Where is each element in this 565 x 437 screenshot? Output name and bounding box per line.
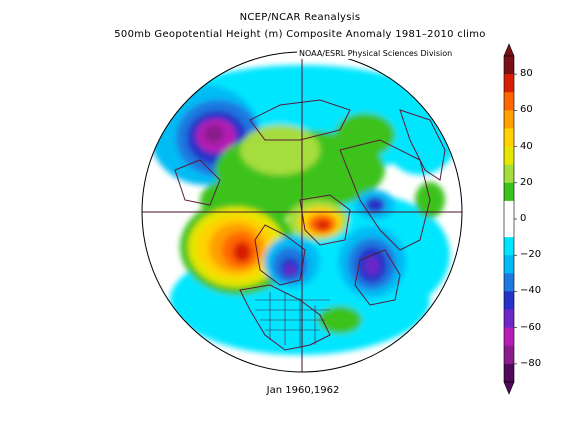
colorbar-label: 80 <box>520 68 533 80</box>
date-label: Jan 1960,1962 <box>266 385 340 396</box>
map-title: NCEP/NCAR Reanalysis <box>239 12 361 23</box>
colorbar-swatch <box>504 291 514 310</box>
colorbar-label: 20 <box>520 176 533 188</box>
colorbar-label: 40 <box>520 140 533 152</box>
colorbar-swatch <box>504 164 514 184</box>
map-subtitle: 500mb Geopotential Height (m) Composite … <box>114 29 486 40</box>
political-boundaries <box>255 292 330 348</box>
colorbar-label: −40 <box>520 285 542 297</box>
coastlines <box>174 99 446 351</box>
colorbar-swatch <box>504 255 514 274</box>
colorbar-swatch <box>504 273 514 292</box>
colorbar-swatch <box>504 182 514 202</box>
colorbar-swatch <box>504 345 514 365</box>
colorbar-swatch <box>504 56 514 75</box>
colorbar-swatch <box>504 309 514 328</box>
colorbar-label: −20 <box>520 249 542 261</box>
colorbar-swatch <box>504 327 514 347</box>
colorbar-swatch <box>504 92 514 111</box>
colorbar-arrow-top <box>503 43 515 57</box>
colorbar-label: 60 <box>520 104 533 116</box>
colorbar <box>503 43 517 395</box>
colorbar-swatch <box>504 219 514 238</box>
colorbar-swatch <box>504 146 514 165</box>
credit-label: NOAA/ESRL Physical Sciences Division <box>297 48 455 59</box>
colorbar-label: −80 <box>520 357 542 369</box>
colorbar-swatch <box>504 237 514 256</box>
colorbar-label: −60 <box>520 321 542 333</box>
colorbar-label: 0 <box>520 213 527 224</box>
colorbar-swatch <box>504 200 514 220</box>
colorbar-swatch <box>504 74 514 93</box>
colorbar-swatch <box>504 110 514 129</box>
colorbar-swatch <box>504 128 514 147</box>
colorbar-swatch <box>504 363 514 383</box>
